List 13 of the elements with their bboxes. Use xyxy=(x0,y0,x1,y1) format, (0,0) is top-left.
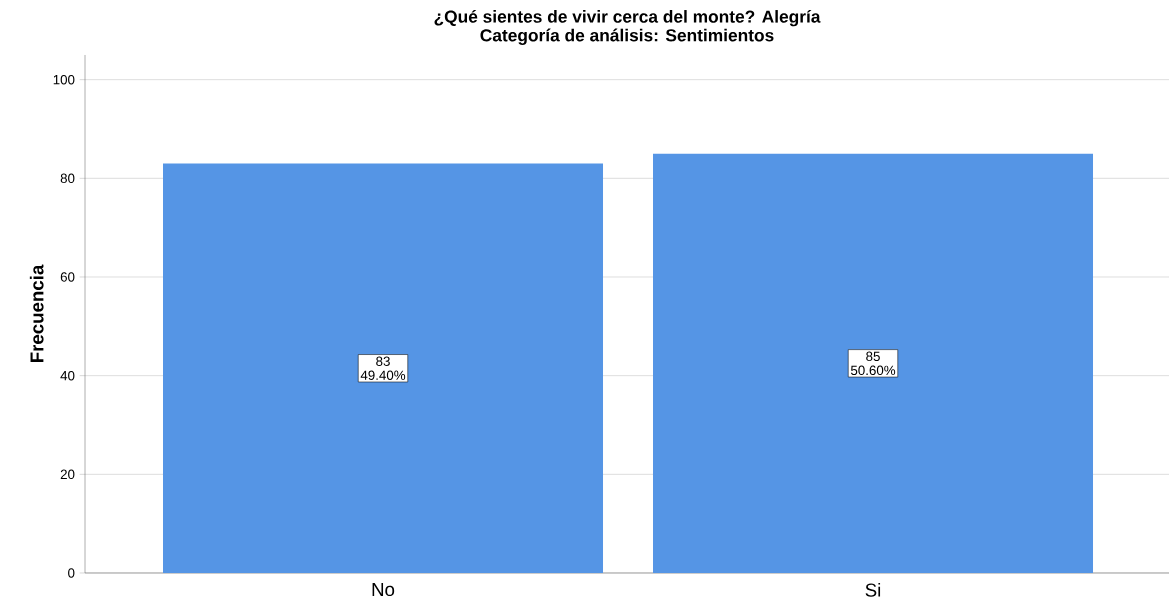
data-label: 85 50.60% xyxy=(850,351,896,376)
y-tick-label: 0 xyxy=(68,568,75,578)
data-label: 83 49.40% xyxy=(360,356,406,380)
x-tick-label: Si xyxy=(865,583,881,597)
y-tick-label: 20 xyxy=(60,469,75,480)
y-tick-label: 80 xyxy=(60,173,75,184)
y-tick-label: 100 xyxy=(53,74,75,85)
x-tick-label: No xyxy=(372,583,395,597)
y-tick-label: 40 xyxy=(60,370,75,381)
chart-subtitle: Categoría de análisis: Sentimientos xyxy=(480,28,774,45)
chart-title: ¿Qué sientes de vivir cerca del monte? Alegría xyxy=(434,9,821,27)
y-axis-title: Frecuencia xyxy=(29,264,44,363)
y-tick-label: 60 xyxy=(60,272,75,282)
